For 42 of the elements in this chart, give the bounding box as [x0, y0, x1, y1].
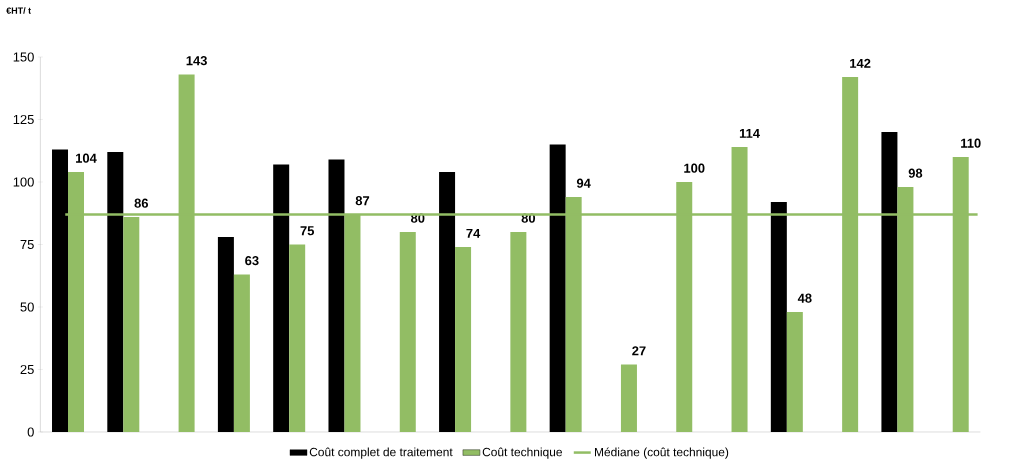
bar [107, 151, 124, 432]
bar [399, 231, 416, 432]
y-tick-label: 50 [20, 302, 34, 312]
data-label: 63 [245, 256, 259, 266]
data-label: 110 [961, 138, 981, 148]
data-label: 86 [134, 198, 149, 208]
data-label: 75 [300, 226, 315, 236]
data-label: 98 [908, 168, 923, 178]
y-tick-label: 100 [13, 177, 34, 187]
data-label: 74 [466, 228, 481, 238]
bar [52, 149, 69, 432]
data-label: 142 [850, 58, 871, 68]
bar [233, 274, 250, 432]
bar [217, 236, 234, 432]
data-label: 114 [739, 128, 760, 138]
legend-label: Médiane (coût technique) [595, 447, 729, 459]
y-tick-label: 0 [27, 427, 34, 437]
y-axis-title: €HT/ t [6, 7, 31, 14]
bar [455, 246, 472, 432]
bar [328, 159, 345, 432]
data-label: 48 [797, 293, 812, 303]
y-tick-label: 75 [20, 239, 34, 249]
legend-label: Coût technique [482, 447, 562, 459]
data-label: 27 [632, 346, 646, 356]
data-label: 87 [355, 196, 370, 206]
bar [620, 364, 637, 432]
bar [881, 131, 898, 432]
bar [786, 311, 803, 432]
bar [510, 231, 527, 432]
y-tick-label: 150 [13, 52, 34, 62]
bar [770, 201, 787, 432]
legend-label: Coût complet de traitement [309, 447, 453, 459]
bar [439, 171, 456, 432]
data-label: 94 [576, 178, 591, 188]
bar [273, 164, 290, 432]
bar [289, 244, 306, 432]
data-label: 143 [186, 56, 207, 66]
bar [549, 144, 566, 432]
data-label: 104 [76, 153, 97, 163]
y-tick-label: 125 [13, 114, 34, 125]
data-label: 100 [684, 163, 705, 173]
y-tick-label: 25 [20, 364, 34, 375]
